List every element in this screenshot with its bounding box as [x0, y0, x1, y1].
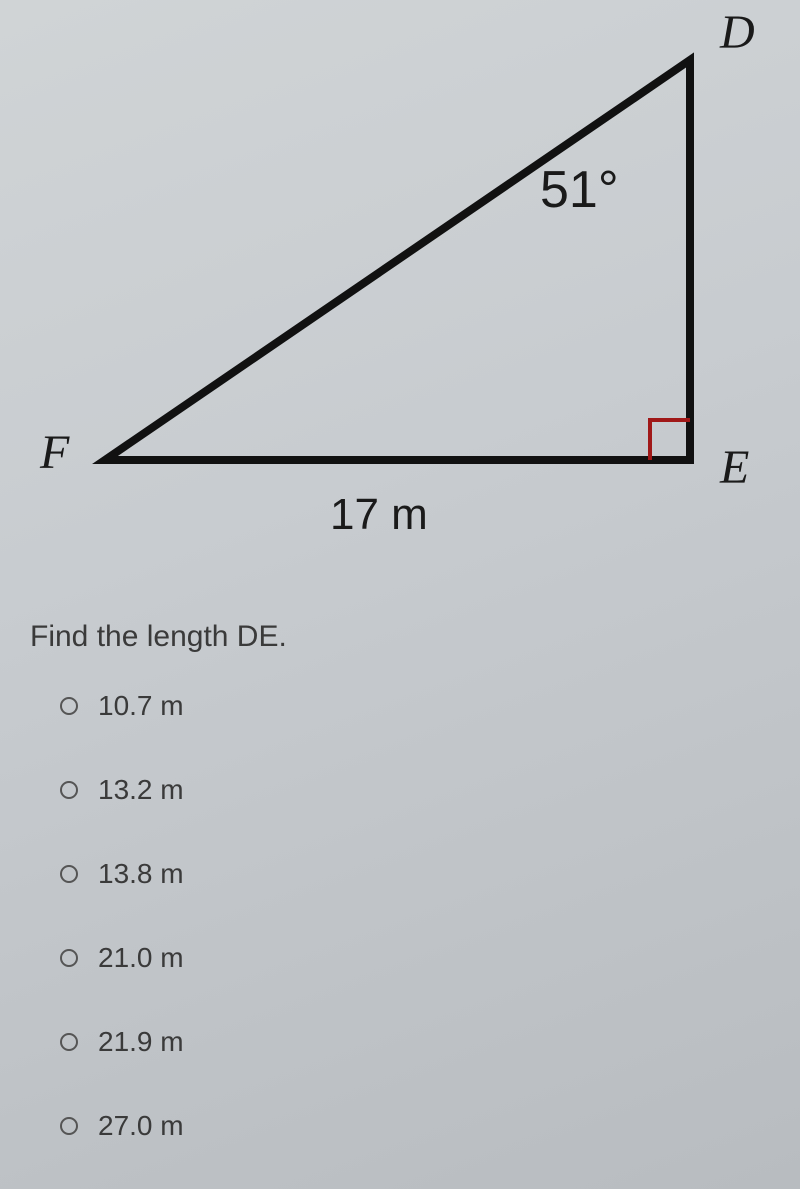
question-text: Find the length DE.: [30, 620, 287, 654]
option-label: 21.0 m: [98, 942, 184, 974]
worksheet-page: D E F 51° 17 m Find the length DE. 10.7 …: [0, 0, 800, 1189]
triangle-diagram: D E F 51° 17 m: [0, 0, 800, 600]
option-b[interactable]: 13.2 m: [60, 774, 184, 806]
option-f[interactable]: 27.0 m: [60, 1110, 184, 1142]
vertex-label-f: F: [40, 425, 69, 480]
angle-d-label: 51°: [540, 160, 619, 220]
answer-options: 10.7 m 13.2 m 13.8 m 21.0 m 21.9 m 27.0 …: [60, 690, 184, 1142]
vertex-label-e: E: [720, 440, 749, 495]
vertex-label-d: D: [720, 5, 755, 60]
option-c[interactable]: 13.8 m: [60, 858, 184, 890]
radio-icon: [60, 1033, 78, 1051]
option-label: 13.8 m: [98, 858, 184, 890]
side-fe-label: 17 m: [330, 490, 428, 540]
radio-icon: [60, 949, 78, 967]
radio-icon: [60, 781, 78, 799]
option-d[interactable]: 21.0 m: [60, 942, 184, 974]
option-a[interactable]: 10.7 m: [60, 690, 184, 722]
radio-icon: [60, 1117, 78, 1135]
option-label: 10.7 m: [98, 690, 184, 722]
triangle-shape: [105, 60, 690, 460]
option-e[interactable]: 21.9 m: [60, 1026, 184, 1058]
option-label: 21.9 m: [98, 1026, 184, 1058]
option-label: 27.0 m: [98, 1110, 184, 1142]
radio-icon: [60, 865, 78, 883]
right-angle-marker: [650, 420, 690, 460]
option-label: 13.2 m: [98, 774, 184, 806]
radio-icon: [60, 697, 78, 715]
